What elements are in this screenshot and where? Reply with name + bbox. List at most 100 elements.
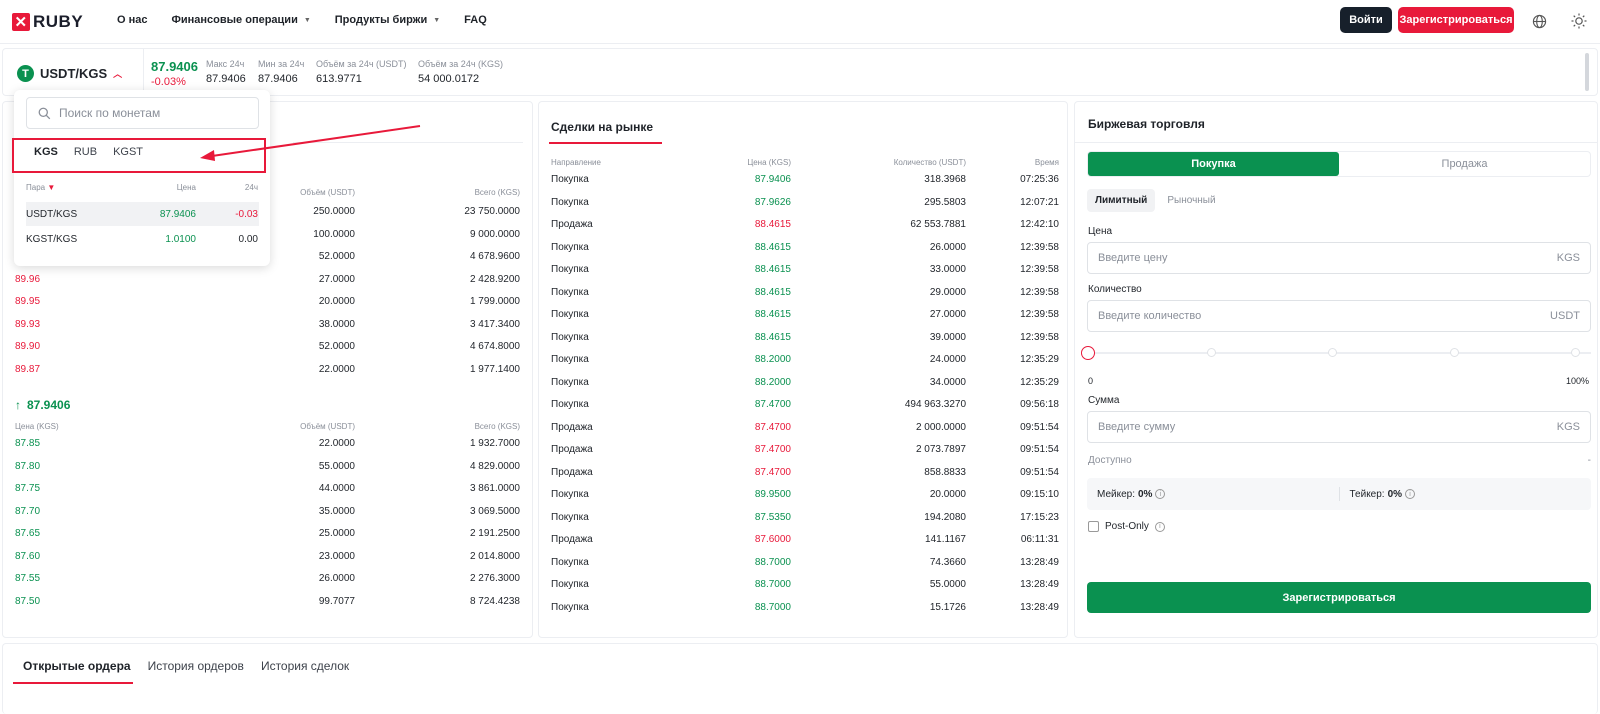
trades-title[interactable]: Сделки на рынке <box>551 120 654 134</box>
price-input[interactable]: Введите цену KGS <box>1087 242 1591 274</box>
pair-row[interactable]: KGST/KGS 1.0100 0.00 <box>26 227 259 251</box>
orderbook-row[interactable]: 52.0000 4 678.9600 <box>15 245 520 268</box>
qty-input[interactable]: Введите количество USDT <box>1087 300 1591 332</box>
stat-low: Мин за 24ч 87.9406 <box>258 59 304 85</box>
col-pair[interactable]: Пара ▼ <box>26 183 121 192</box>
nav-financial-label: Финансовые операции <box>171 14 298 26</box>
maker-fee: Мейкер: 0% i <box>1087 489 1339 500</box>
ob-total: 2 014.8000 <box>469 550 520 562</box>
ob-total: 1 977.1400 <box>469 363 520 375</box>
register-submit-button[interactable]: Зарегистрироваться <box>1087 582 1591 613</box>
trade-direction: Покупка <box>551 399 589 410</box>
register-button[interactable]: Зарегистрироваться <box>1398 7 1514 33</box>
nav-faq[interactable]: FAQ <box>464 14 487 26</box>
login-button[interactable]: Войти <box>1340 7 1392 33</box>
tab-open-orders[interactable]: Открытые ордера <box>23 659 131 673</box>
nav-about[interactable]: О нас <box>117 14 148 26</box>
slider-mark[interactable] <box>1207 348 1216 357</box>
scrollbar[interactable] <box>1585 53 1589 91</box>
slider-mark[interactable] <box>1450 348 1459 357</box>
orderbook-row[interactable]: 87.65 25.0000 2 191.2500 <box>15 522 520 545</box>
orderbook-row[interactable]: 87.55 26.0000 2 276.3000 <box>15 567 520 590</box>
info-icon[interactable]: i <box>1405 489 1416 499</box>
ob-col-total: Всего (KGS) <box>474 422 520 431</box>
quote-tab-rub[interactable]: RUB <box>73 146 98 158</box>
orderbook-row[interactable]: 87.50 99.7077 8 724.4238 <box>15 590 520 613</box>
orderbook-row[interactable]: 89.90 52.0000 4 674.8000 <box>15 335 520 358</box>
orderbook-row[interactable]: 87.60 23.0000 2 014.8000 <box>15 545 520 568</box>
ob-volume: 44.0000 <box>318 483 355 494</box>
amount-slider[interactable] <box>1081 346 1591 360</box>
search-input[interactable]: Поиск по монетам <box>26 97 259 129</box>
ob-price: 89.93 <box>15 318 41 330</box>
orderbook-row[interactable]: 87.75 44.0000 3 861.0000 <box>15 477 520 500</box>
pair-selector[interactable]: T USDT/KGS ︿ <box>17 65 122 82</box>
sum-input[interactable]: Введите сумму KGS <box>1087 411 1591 443</box>
orderbook-row[interactable]: 250.0000 23 750.0000 <box>15 200 520 223</box>
ob-price: 87.50 <box>15 595 41 607</box>
trade-qty: 39.0000 <box>929 331 966 343</box>
info-icon[interactable]: i <box>1154 521 1165 532</box>
buy-tab[interactable]: Покупка <box>1088 152 1339 176</box>
orderbook-row[interactable]: 87.85 22.0000 1 932.7000 <box>15 432 520 455</box>
trade-time: 12:39:58 <box>1020 331 1059 343</box>
trade-row: Продажа 87.4700 2 000.0000 09:51:54 <box>551 416 1059 439</box>
market-tab[interactable]: Рыночный <box>1167 195 1216 206</box>
trade-qty: 2 073.7897 <box>915 444 966 455</box>
slider-mark[interactable] <box>1571 348 1580 357</box>
info-icon[interactable]: i <box>1155 489 1166 499</box>
price-label: Цена <box>1088 226 1113 237</box>
orderbook-row[interactable]: 87.80 55.0000 4 829.0000 <box>15 455 520 478</box>
orderbook-row[interactable]: 89.87 22.0000 1 977.1400 <box>15 358 520 381</box>
sun-icon[interactable] <box>1570 12 1588 30</box>
orderbook-bid-header: Цена (KGS) Объём (USDT) Всего (KGS) <box>15 422 520 431</box>
post-only-checkbox[interactable] <box>1088 521 1099 532</box>
ob-col-vol: Объём (USDT) <box>300 188 355 197</box>
slider-handle[interactable] <box>1081 346 1095 360</box>
stat-high: Макс 24ч 87.9406 <box>206 59 246 85</box>
post-only-option[interactable]: Post-Only i <box>1088 521 1165 532</box>
orderbook-row[interactable]: 87.70 35.0000 3 069.5000 <box>15 500 520 523</box>
trade-time: 12:07:21 <box>1020 196 1059 208</box>
pair-price: 1.0100 <box>165 233 196 245</box>
stat-vol-usdt-value: 613.9771 <box>316 73 362 85</box>
nav-financial[interactable]: Финансовые операции ▼ <box>172 14 311 26</box>
orderbook-row[interactable]: 89.93 38.0000 3 417.3400 <box>15 313 520 336</box>
quote-tab-kgs[interactable]: KGS <box>34 146 58 158</box>
trade-row: Покупка 88.7000 55.0000 13:28:49 <box>551 573 1059 596</box>
trade-direction: Покупка <box>551 331 589 343</box>
trade-row: Покупка 88.4615 33.0000 12:39:58 <box>551 258 1059 281</box>
trade-direction: Покупка <box>551 354 589 365</box>
available-value: - <box>1587 455 1591 466</box>
ob-price: 89.96 <box>15 273 41 285</box>
trade-qty: 20.0000 <box>929 489 966 500</box>
nav-products[interactable]: Продукты биржи ▼ <box>335 14 440 26</box>
trade-direction: Покупка <box>551 489 589 500</box>
quote-tab-kgst[interactable]: KGST <box>113 146 144 158</box>
price-change: -0.03% <box>151 76 186 88</box>
orderbook-row[interactable]: 89.95 20.0000 1 799.0000 <box>15 290 520 313</box>
pair-change: 0.00 <box>238 233 258 245</box>
slider-max: 100% <box>1565 376 1589 386</box>
trade-time: 09:51:54 <box>1020 466 1059 478</box>
ticker-bar: T USDT/KGS ︿ 87.9406 -0.03% Макс 24ч 87.9… <box>2 48 1598 96</box>
slider-mark[interactable] <box>1328 348 1337 357</box>
globe-icon[interactable] <box>1530 12 1548 30</box>
ruby-logo[interactable]: ✕ RUBY <box>12 12 83 32</box>
ob-price: 87.80 <box>15 460 41 472</box>
tab-trade-history[interactable]: История сделок <box>260 659 350 673</box>
trade-qty: 318.3968 <box>924 174 966 185</box>
nav-products-label: Продукты биржи <box>334 14 428 26</box>
orderbook-row[interactable]: 100.0000 9 000.0000 <box>15 223 520 246</box>
trade-row: Покупка 88.4615 29.0000 12:39:58 <box>551 281 1059 304</box>
limit-tab[interactable]: Лимитный <box>1087 189 1156 212</box>
post-only-label: Post-Only <box>1105 521 1149 532</box>
pair-row[interactable]: USDT/KGS 87.9406 -0.03 <box>26 202 259 226</box>
sell-tab[interactable]: Продажа <box>1441 158 1488 170</box>
trade-price: 87.4700 <box>754 421 791 433</box>
orderbook-row[interactable]: 89.96 27.0000 2 428.9200 <box>15 268 520 291</box>
trade-qty: 33.0000 <box>929 264 966 275</box>
tab-order-history[interactable]: История ордеров <box>147 659 244 673</box>
trade-qty: 55.0000 <box>929 579 966 590</box>
ob-volume: 35.0000 <box>318 505 355 517</box>
